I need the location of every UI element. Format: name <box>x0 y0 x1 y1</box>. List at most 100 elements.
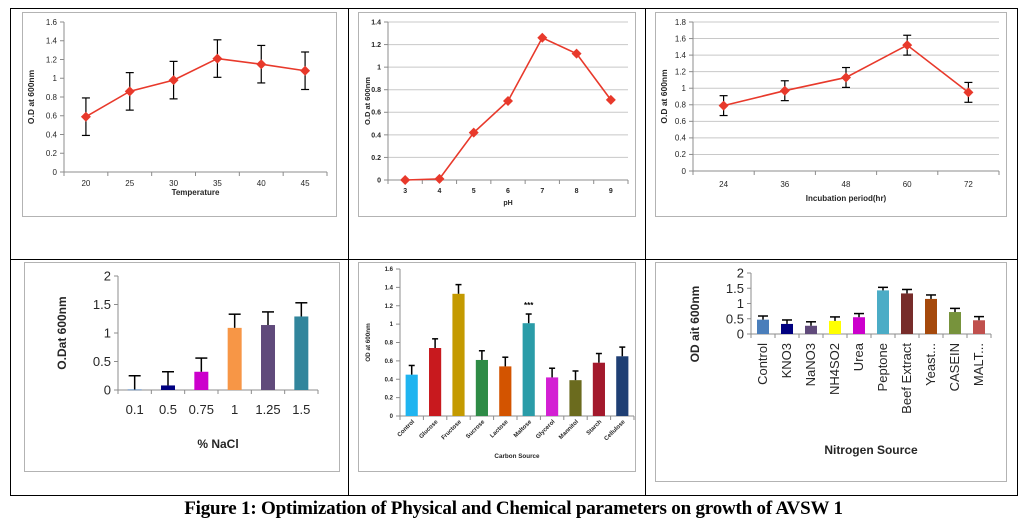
x-tick-label: Yeast... <box>923 343 938 386</box>
data-point-8 <box>571 48 582 59</box>
data-point-36 <box>779 85 790 96</box>
chart-area-frame <box>24 262 340 472</box>
y-tick-label: 2 <box>737 266 744 281</box>
y-tick-label: 0 <box>682 167 687 176</box>
x-tick-label: NaNO3 <box>803 343 818 386</box>
y-tick-label: 1 <box>682 84 687 93</box>
chart-area-frame <box>22 12 337 217</box>
y-tick-label: 1.6 <box>385 267 394 273</box>
y-tick-label: 0.8 <box>46 93 58 102</box>
bar-glucose <box>429 348 442 416</box>
bar-0-1 <box>127 389 142 391</box>
x-tick-label: 36 <box>780 180 789 189</box>
bar-glycerol <box>546 377 559 416</box>
data-point-40 <box>256 59 267 70</box>
data-point-30 <box>168 75 179 86</box>
chart-area-frame <box>655 262 1007 482</box>
x-tick-label: 40 <box>257 179 266 188</box>
x-axis-title: pH <box>503 200 512 207</box>
y-tick-label: 1.2 <box>385 304 394 310</box>
temperature-svg: 0 0.2 0.4 0.6 0.8 1 1.2 1.4 1.6 20 25 30 35 40 45 Tempe… <box>22 12 337 217</box>
ph-svg: 0 0.2 0.4 0.6 0.8 1 1.2 1.4 3 4 5 6 7 8 9 pH O.D at 600n… <box>358 12 636 217</box>
y-tick-label: 0 <box>53 168 58 177</box>
y-tick-label: 1 <box>377 65 381 72</box>
nacl-chart: 0 0.5 1 1.5 2 0.1 0.5 0.75 1 1.25 1.5 % NaCl O.Dat 6… <box>22 262 340 472</box>
bar-control <box>757 319 769 334</box>
x-tick-label: 48 <box>842 180 851 189</box>
significance-annotation: *** <box>524 301 534 310</box>
data-point-3 <box>400 175 411 185</box>
bar-starch <box>592 362 605 416</box>
data-point-24 <box>718 100 729 111</box>
bar-maltose <box>522 323 535 416</box>
y-tick-label: 0.4 <box>46 130 58 139</box>
x-tick-label: 20 <box>81 179 90 188</box>
x-tick-label: 1.5 <box>292 402 310 417</box>
y-tick-label: 0 <box>104 383 111 398</box>
x-tick-label: 60 <box>903 180 912 189</box>
x-tick-label: 45 <box>301 179 310 188</box>
x-tick-label: KNO3 <box>779 343 794 378</box>
y-tick-label: 1.4 <box>675 51 687 60</box>
y-tick-label: 0.5 <box>93 354 111 369</box>
bar-malt- <box>973 320 985 334</box>
y-tick-label: 0.8 <box>385 341 394 347</box>
series-line <box>85 57 306 118</box>
x-tick-label: 1.25 <box>255 402 280 417</box>
y-axis-title: OD at 600nm <box>365 323 372 362</box>
x-tick-label: NH4SO2 <box>827 343 842 395</box>
bar-cellulose <box>616 356 629 416</box>
y-tick-label: 0.2 <box>371 155 381 162</box>
x-tick-label: 1 <box>231 402 238 417</box>
carbon-svg: 00.20.40.60.811.21.41.6***Control Glucose… <box>358 262 636 472</box>
data-point-35 <box>212 53 223 64</box>
x-tick-label: 35 <box>213 179 222 188</box>
x-axis-title: Temperature <box>172 188 220 197</box>
figure-grid <box>10 8 1018 496</box>
y-tick-label: 1 <box>737 296 744 311</box>
y-tick-label: 0.6 <box>675 117 687 126</box>
y-tick-label: 1.2 <box>371 42 381 49</box>
x-tick-label: 25 <box>125 179 134 188</box>
data-point-45 <box>300 65 311 76</box>
y-tick-label: 1.4 <box>371 19 381 26</box>
x-tick-label: 5 <box>472 188 476 195</box>
x-tick-label: 0.5 <box>159 402 177 417</box>
x-tick-label: 9 <box>609 188 613 195</box>
chart-area-frame <box>358 12 636 217</box>
nacl-svg: 0 0.5 1 1.5 2 0.1 0.5 0.75 1 1.25 1.5 % NaCl O.Dat 6… <box>24 262 340 472</box>
incubation-svg: 0 0.2 0.4 0.6 0.8 1 1.2 1.4 1.6 1.8 24 36 48 60 72 Incu… <box>655 12 1007 217</box>
x-tick-label: MALT... <box>971 343 986 386</box>
nitrogen-svg: 00.511.52 Control KNO3 NaNO3 NH4SO2 Urea Pepto… <box>655 262 1007 482</box>
y-tick-label: 0.6 <box>385 359 394 365</box>
bar-casein <box>949 312 961 334</box>
y-tick-label: 0.2 <box>385 396 394 402</box>
bar-1 <box>227 327 242 390</box>
x-tick-label: 30 <box>169 179 178 188</box>
ph-chart: 0 0.2 0.4 0.6 0.8 1 1.2 1.4 3 4 5 6 7 8 9 pH O.D at 600n… <box>358 12 636 217</box>
y-tick-label: 0 <box>390 414 394 420</box>
x-tick-label: 6 <box>506 188 510 195</box>
y-axis-title: O.D at 600nm <box>26 69 36 124</box>
bar-nh4so2 <box>829 320 841 334</box>
y-axis-title: O.D at 600nm <box>659 69 669 124</box>
data-point-7 <box>537 32 548 43</box>
chart-area-frame <box>655 12 1007 217</box>
bar-lactose <box>499 366 512 416</box>
data-point-4 <box>434 173 445 184</box>
bar-sucrose <box>475 359 488 416</box>
y-tick-label: 1.6 <box>46 18 58 27</box>
x-tick-label: 72 <box>964 180 973 189</box>
y-tick-label: 0 <box>737 327 744 342</box>
x-tick-label: Urea <box>851 342 866 371</box>
x-tick-label: 4 <box>437 188 441 195</box>
y-tick-label: 0.6 <box>46 112 58 121</box>
column-divider <box>348 9 349 495</box>
figure-caption: Figure 1: Optimization of Physical and C… <box>184 498 843 519</box>
x-tick-label: 24 <box>719 180 728 189</box>
y-tick-label: 0.8 <box>675 101 687 110</box>
y-tick-label: 0.2 <box>46 149 58 158</box>
bar-urea <box>853 317 865 334</box>
y-tick-label: 0.2 <box>675 150 687 159</box>
x-axis-title: Carbon Source <box>494 453 540 460</box>
